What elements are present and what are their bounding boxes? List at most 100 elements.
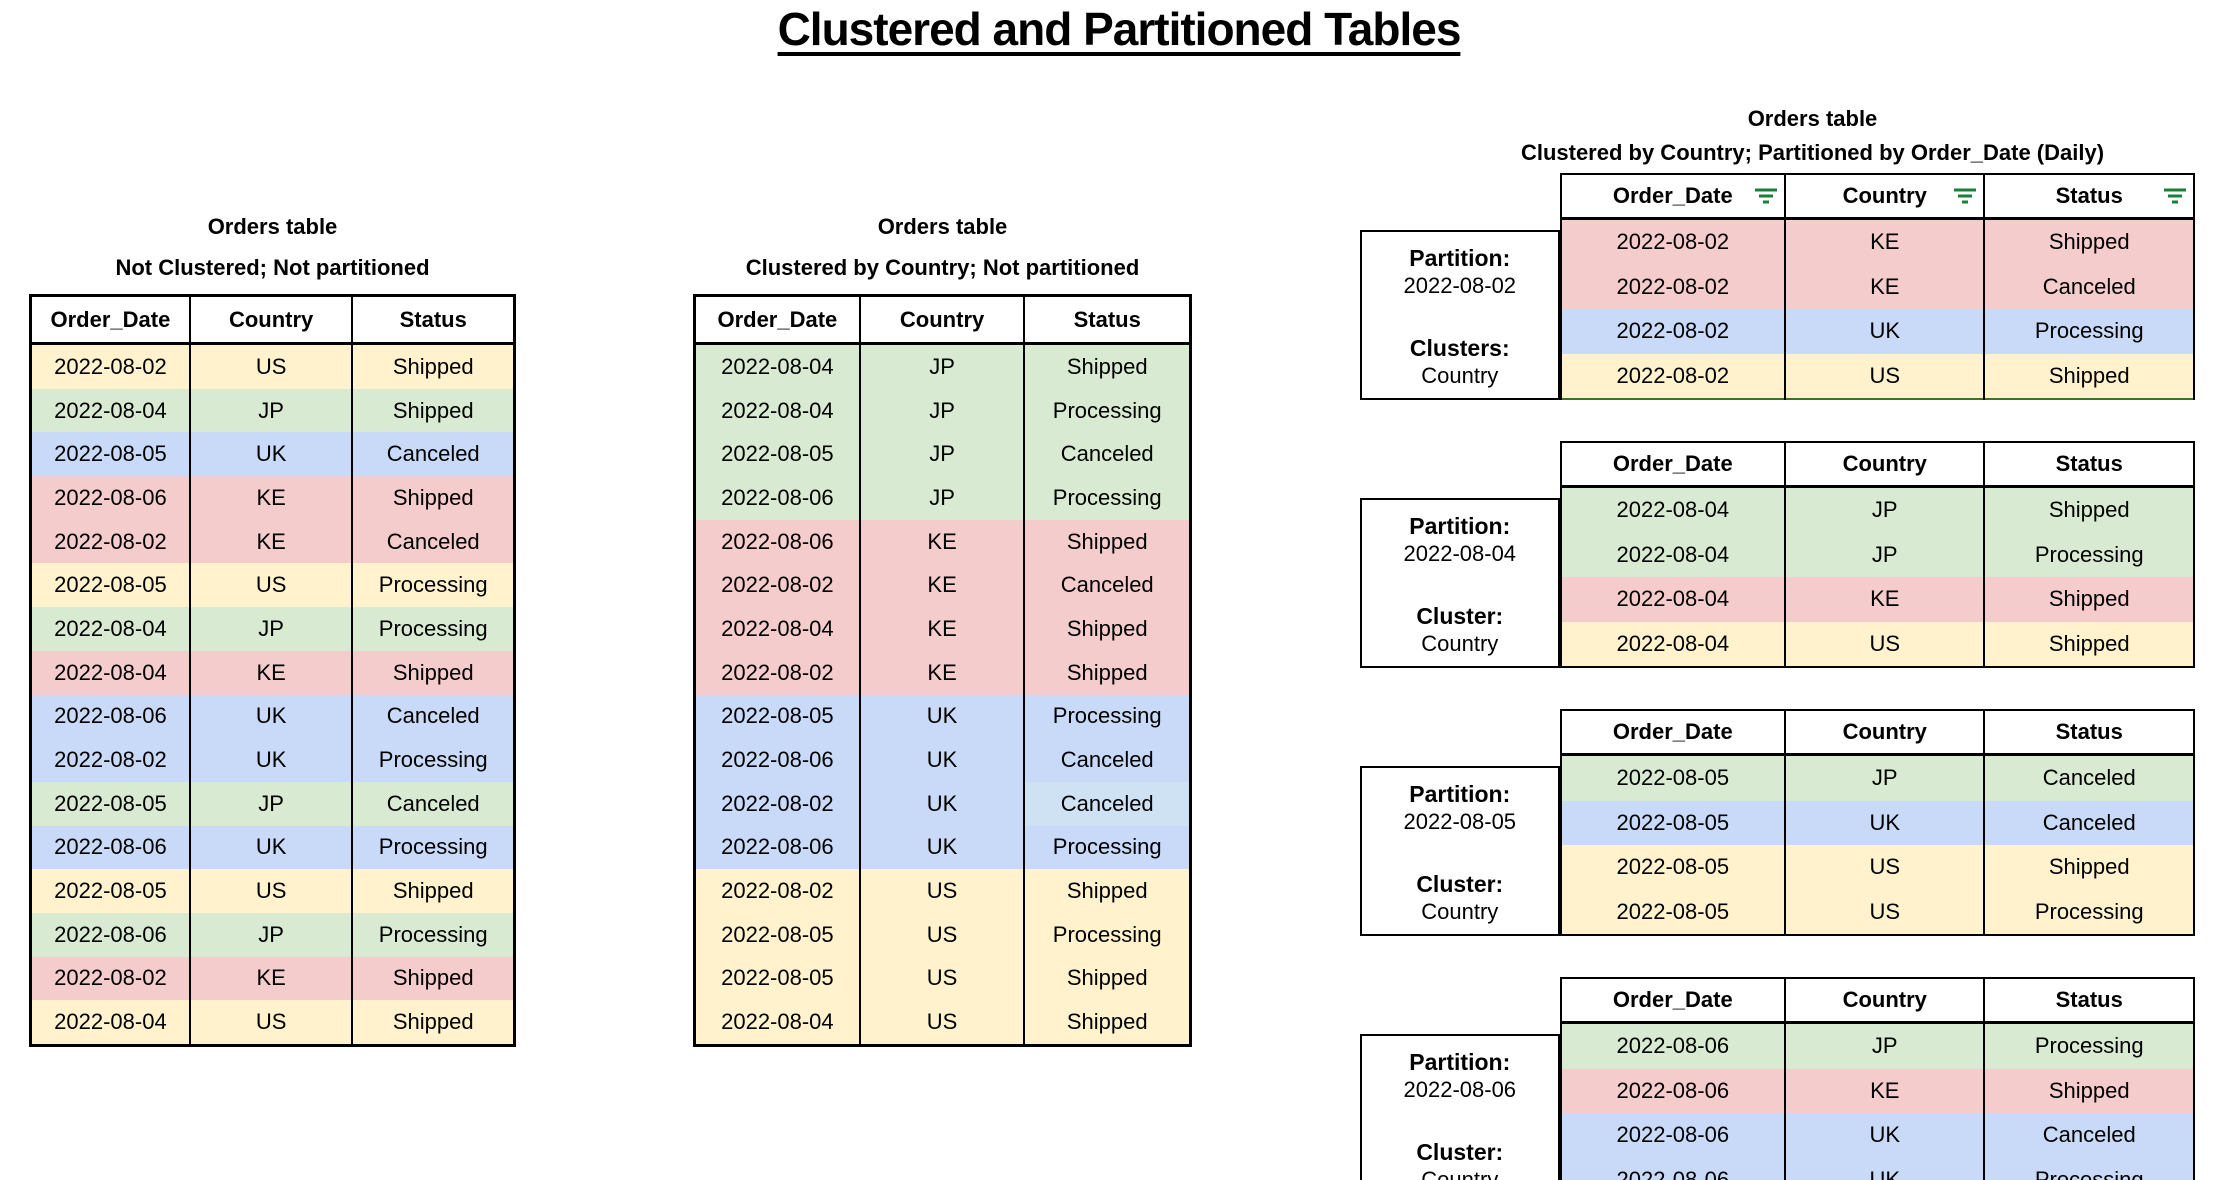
table-row: 2022-08-04 US Shipped — [693, 1000, 1192, 1046]
table-row: 2022-08-02 US Shipped — [29, 343, 516, 389]
cell-order-date: 2022-08-04 — [693, 1000, 861, 1046]
table-row: 2022-08-04 KE Shipped — [29, 650, 516, 695]
cell-order-date: 2022-08-05 — [29, 781, 191, 826]
cell-order-date: 2022-08-04 — [29, 1000, 191, 1046]
table-row: 2022-08-02 KE Canceled — [29, 519, 516, 564]
partition-key: Partition: 2022-08-02 — [1366, 244, 1554, 300]
cell-country: UK — [188, 738, 354, 782]
cell-country: US — [188, 1000, 354, 1046]
cell-order-date: 2022-08-04 — [693, 343, 861, 389]
cell-status: Shipped — [1023, 869, 1192, 913]
header-row: Order_Date Country Status — [1559, 441, 2195, 488]
table-row: 2022-08-06 UK Processing — [1559, 1157, 2195, 1180]
cluster-key-label: Cluster: — [1416, 603, 1504, 629]
cell-order-date: 2022-08-02 — [1559, 353, 1787, 399]
table-row: 2022-08-02 KE Shipped — [1559, 218, 2195, 265]
cell-country: US — [1784, 621, 1986, 667]
cell-status: Shipped — [1983, 845, 2195, 890]
cluster-key: Cluster: Country — [1366, 870, 1554, 926]
table-row: 2022-08-06 UK Canceled — [29, 694, 516, 739]
table-row: 2022-08-05 US Processing — [693, 912, 1192, 957]
cell-status: Canceled — [1983, 800, 2195, 845]
cell-country: KE — [188, 650, 354, 695]
partition-key-label: Partition: — [1409, 245, 1511, 271]
partition-label-box: Partition: 2022-08-02 Clusters: Country — [1360, 230, 1560, 400]
cell-status: Processing — [1023, 912, 1192, 957]
cell-order-date: 2022-08-04 — [1559, 577, 1787, 622]
cell-status: Processing — [1983, 309, 2195, 354]
cell-order-date: 2022-08-06 — [29, 476, 191, 520]
partition-key-label: Partition: — [1409, 1049, 1511, 1075]
cell-order-date: 2022-08-06 — [1559, 1022, 1787, 1069]
table-row: 2022-08-04 KE Shipped — [693, 607, 1192, 651]
cell-country: UK — [858, 738, 1026, 782]
header-row: Order_Date Country Status — [1559, 977, 2195, 1024]
cluster-key: Cluster: Country — [1366, 602, 1554, 658]
cell-status: Processing — [351, 825, 516, 870]
partition-block: Partition: 2022-08-04 Cluster: Country Order… — [1360, 441, 2195, 668]
cell-order-date: 2022-08-02 — [29, 343, 191, 389]
table-row: 2022-08-02 KE Shipped — [29, 956, 516, 1001]
table-row: 2022-08-02 KE Canceled — [1559, 264, 2195, 309]
cell-country: UK — [1784, 800, 1986, 845]
cell-status: Shipped — [1023, 956, 1192, 1001]
cell-order-date: 2022-08-05 — [29, 563, 191, 608]
partition-block: Partition: 2022-08-06 Cluster: Country Order… — [1360, 977, 2195, 1180]
clustered-table-group: Orders table Clustered by Country; Not p… — [693, 214, 1192, 1047]
table-title: Orders table — [877, 214, 1008, 239]
table-row: 2022-08-02 UK Processing — [29, 738, 516, 782]
column-header-status: Status — [1983, 441, 2195, 488]
cell-status: Shipped — [351, 956, 516, 1001]
cell-country: JP — [858, 432, 1026, 477]
cluster-key: Cluster: Country — [1366, 1138, 1554, 1180]
cell-order-date: 2022-08-02 — [29, 519, 191, 564]
cell-status: Shipped — [351, 869, 516, 913]
table-row: 2022-08-06 KE Shipped — [693, 519, 1192, 564]
table-title: Orders table — [207, 214, 338, 239]
cluster-key-label: Clusters: — [1409, 335, 1510, 361]
table-row: 2022-08-05 JP Canceled — [1559, 754, 2195, 801]
column-header-order-date: Order_Date — [1559, 173, 1787, 220]
partition-table-2022-08-05: Order_Date Country Status 2022-08-05 JP Cance… — [1559, 709, 2195, 936]
table-row: 2022-08-05 US Processing — [29, 563, 516, 608]
partitioned-table-group: Orders table Clustered by Country; Parti… — [1360, 106, 2195, 1180]
cell-order-date: 2022-08-02 — [693, 869, 861, 913]
header-row: Order_Date Country Status — [1559, 709, 2195, 756]
table-row: 2022-08-06 JP Processing — [29, 912, 516, 957]
cell-status: Processing — [1983, 1157, 2195, 1180]
cell-status: Canceled — [351, 694, 516, 739]
cell-order-date: 2022-08-05 — [693, 912, 861, 957]
partition-key-label: Partition: — [1409, 513, 1511, 539]
cell-country: US — [858, 912, 1026, 957]
column-header-order-date: Order_Date — [1559, 441, 1787, 488]
table-subtitle: Clustered by Country; Partitioned by Ord… — [1520, 140, 2105, 165]
table-row: 2022-08-04 JP Processing — [693, 388, 1192, 433]
cell-status: Shipped — [1983, 1068, 2195, 1113]
table-subtitle: Clustered by Country; Not partitioned — [745, 255, 1140, 280]
column-header-order-date: Order_Date — [29, 294, 191, 345]
cell-status: Shipped — [351, 1000, 516, 1046]
cluster-key-value: Country — [1421, 899, 1499, 924]
table-row: 2022-08-05 US Processing — [1559, 889, 2195, 935]
partition-key-value: 2022-08-05 — [1403, 809, 1517, 834]
table-row: 2022-08-06 UK Processing — [693, 825, 1192, 870]
cell-country: KE — [858, 607, 1026, 651]
cell-order-date: 2022-08-06 — [693, 825, 861, 870]
cell-status: Canceled — [351, 519, 516, 564]
partition-key-value: 2022-08-04 — [1403, 541, 1517, 566]
cell-order-date: 2022-08-06 — [693, 519, 861, 564]
filter-icon — [2164, 188, 2186, 204]
partition-key-value: 2022-08-06 — [1403, 1077, 1517, 1102]
cell-order-date: 2022-08-04 — [1559, 532, 1787, 577]
cell-status: Shipped — [351, 476, 516, 520]
table-row: 2022-08-05 UK Processing — [693, 694, 1192, 739]
cell-order-date: 2022-08-06 — [1559, 1068, 1787, 1113]
table-row: 2022-08-04 JP Shipped — [29, 388, 516, 433]
column-header-status: Status — [1983, 977, 2195, 1024]
cell-order-date: 2022-08-05 — [1559, 845, 1787, 890]
table-row: 2022-08-02 UK Processing — [1559, 309, 2195, 354]
cell-country: US — [1784, 889, 1986, 935]
cell-status: Shipped — [351, 343, 516, 389]
filter-icon — [1755, 188, 1778, 204]
cell-country: KE — [858, 563, 1026, 608]
